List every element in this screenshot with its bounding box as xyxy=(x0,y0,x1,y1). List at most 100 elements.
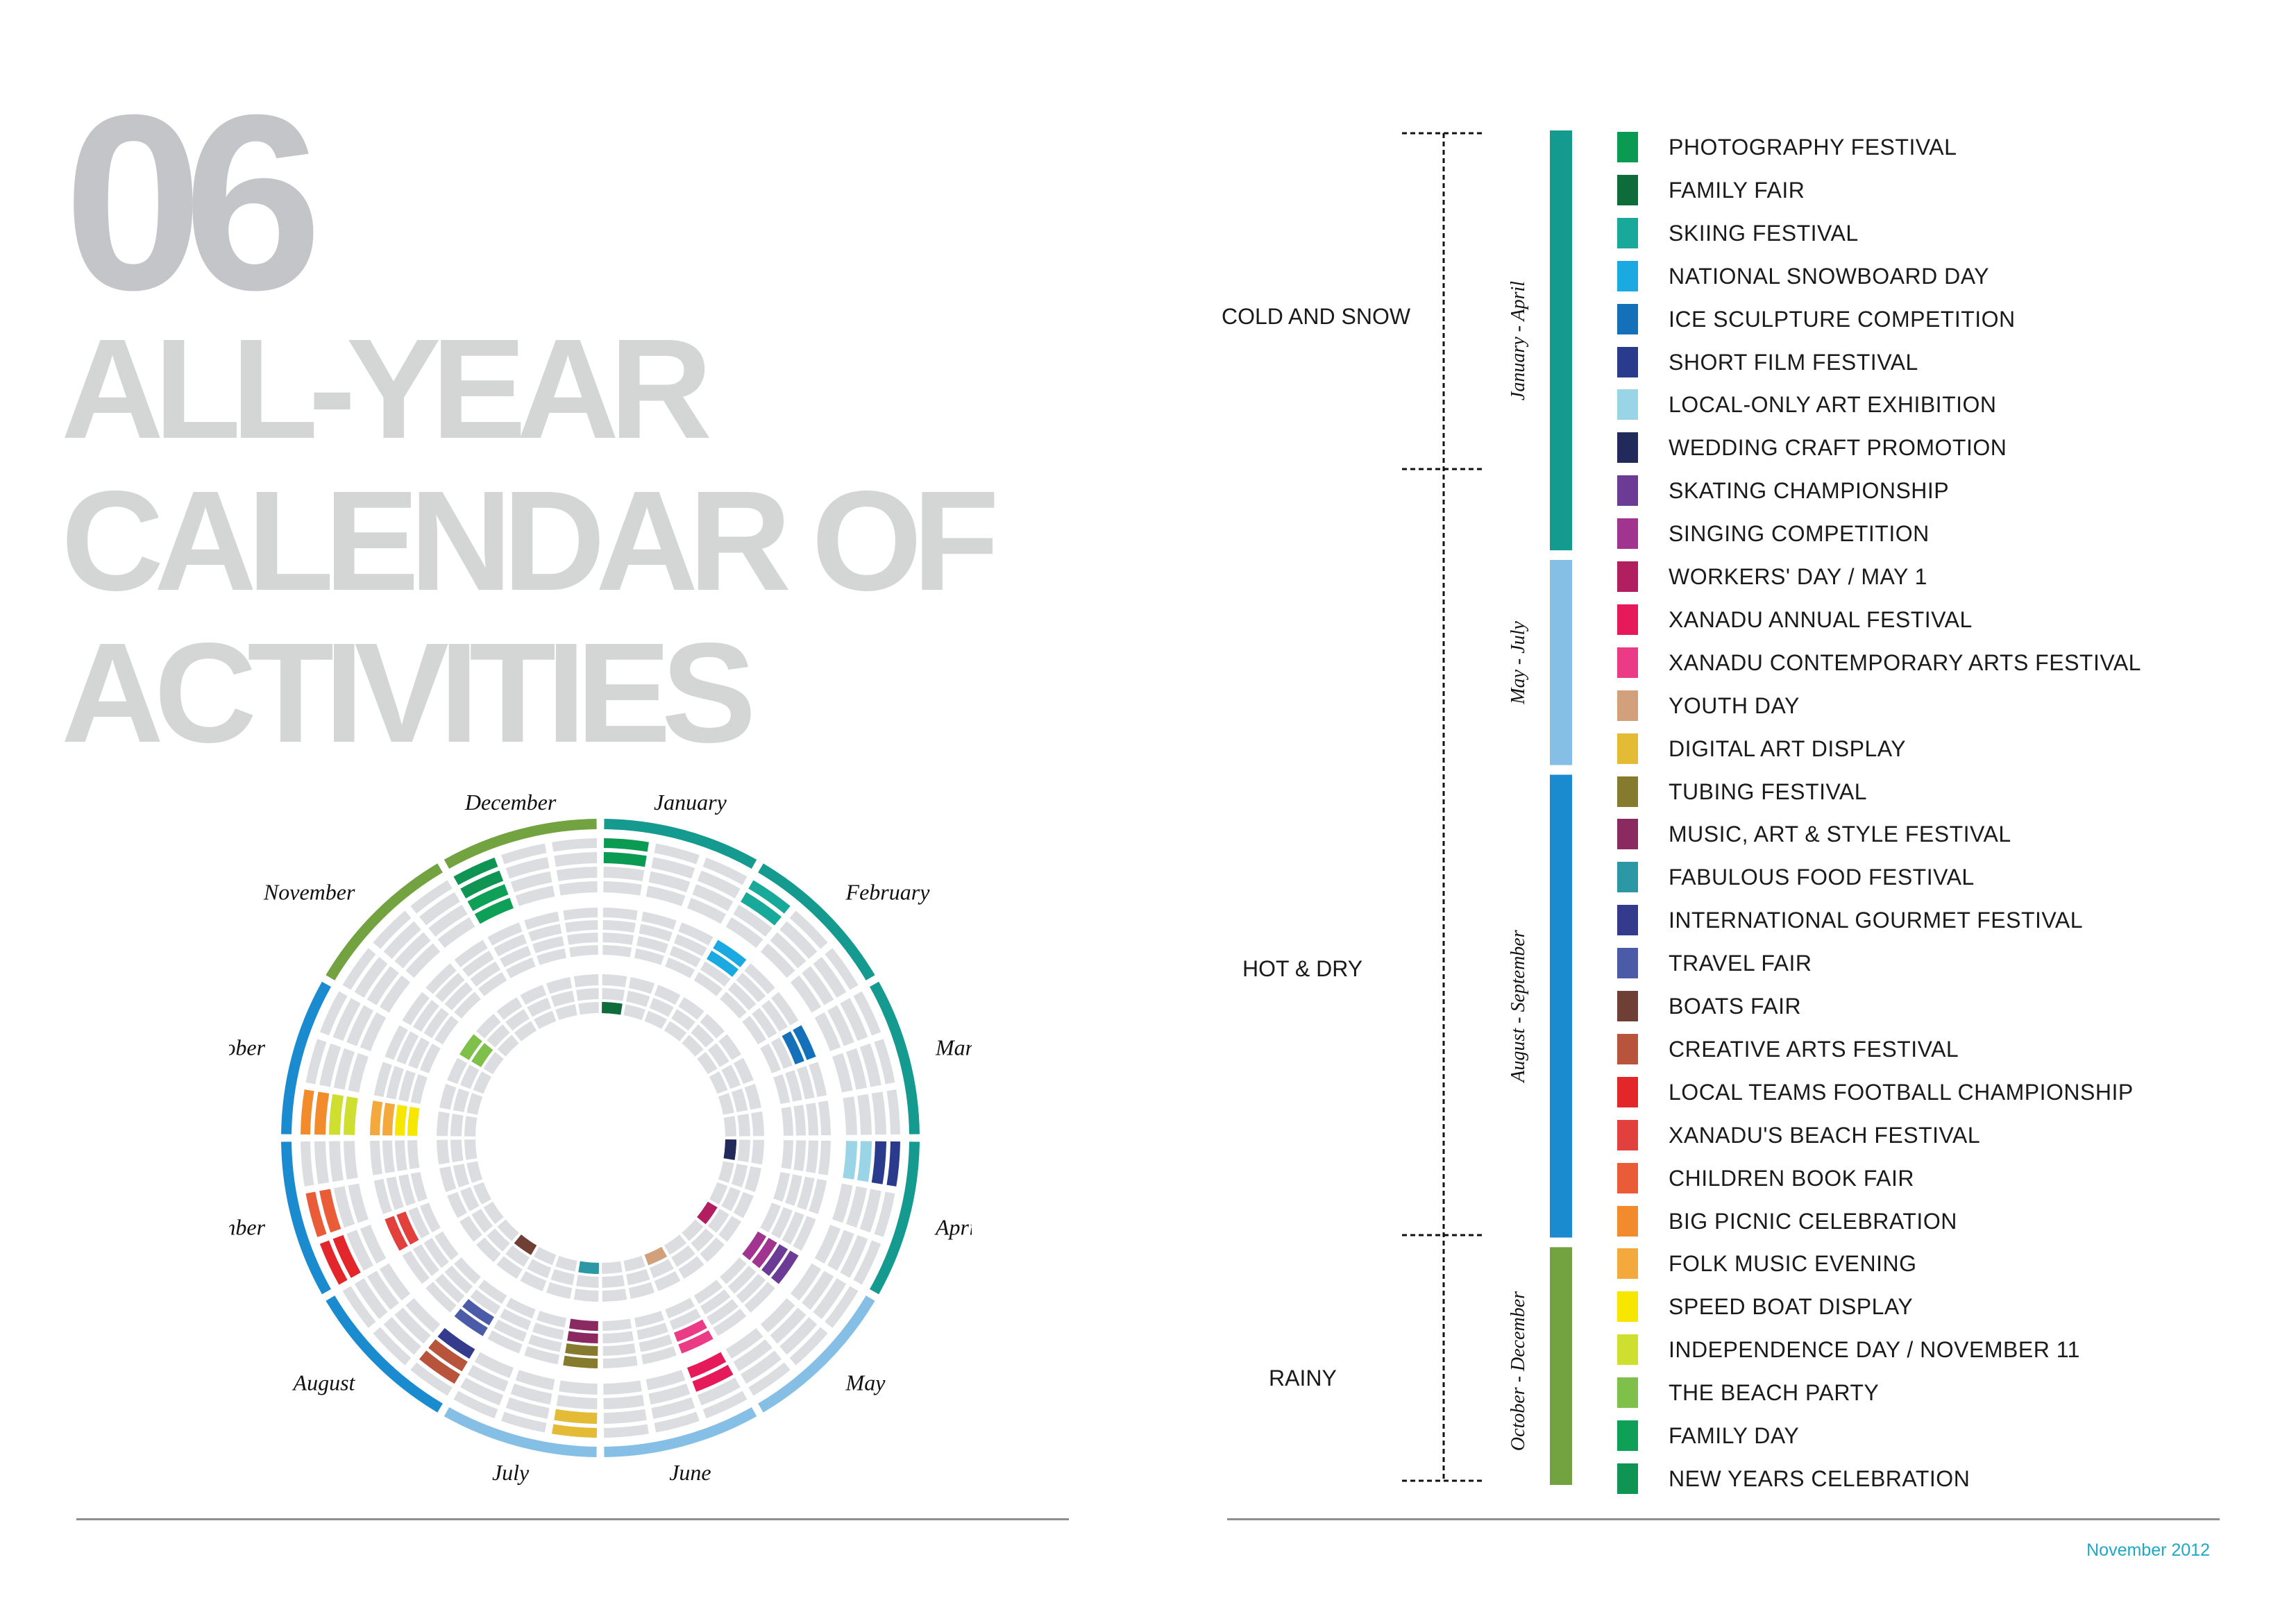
legend-swatch xyxy=(1617,1033,1638,1064)
grid-cell xyxy=(700,1014,725,1039)
grid-cell xyxy=(644,1010,667,1030)
activity-mark xyxy=(697,1201,718,1225)
grid-cell xyxy=(487,1330,523,1354)
grid-cell xyxy=(496,997,523,1020)
activity-mark xyxy=(871,1141,886,1184)
grid-cell xyxy=(398,1070,416,1102)
grid-cell xyxy=(874,1191,895,1237)
legend-swatch xyxy=(1617,260,1638,291)
grid-cell xyxy=(748,1362,791,1396)
grid-cell xyxy=(473,1071,492,1094)
grid-cell xyxy=(602,988,625,1001)
grid-cell xyxy=(348,1183,369,1223)
legend-label: FAMILY DAY xyxy=(1669,1423,1800,1448)
grid-cell xyxy=(669,946,701,968)
grid-cell xyxy=(373,910,412,949)
legend-swatch xyxy=(1617,346,1638,377)
grid-cell xyxy=(444,1265,473,1294)
grid-cell xyxy=(439,1166,457,1193)
legend-swatch xyxy=(1617,132,1638,162)
grid-cell xyxy=(395,1140,407,1171)
activity-mark xyxy=(382,1103,395,1136)
grid-cell xyxy=(654,985,681,1005)
activity-mark xyxy=(603,852,647,867)
activity-mark xyxy=(843,1141,857,1180)
grid-cell xyxy=(602,1275,625,1288)
activity-mark xyxy=(370,1101,383,1136)
grid-cell xyxy=(408,1207,430,1239)
grid-cell xyxy=(412,1000,439,1032)
grid-cell xyxy=(520,985,547,1005)
grid-cell xyxy=(691,1024,714,1048)
grid-cell xyxy=(845,1048,868,1090)
grid-cell xyxy=(832,1053,853,1093)
grid-cell xyxy=(802,966,834,1005)
grid-cell xyxy=(532,1323,564,1340)
grid-cell xyxy=(641,1346,677,1365)
grid-cell xyxy=(664,1021,687,1042)
grid-cell xyxy=(736,1273,766,1304)
grid-cell xyxy=(386,1066,404,1100)
grid-cell xyxy=(809,1178,827,1214)
grid-cell xyxy=(825,948,859,990)
grid-cell xyxy=(478,971,507,996)
grid-cell xyxy=(462,950,494,977)
grid-cell xyxy=(809,1062,827,1098)
grid-cell xyxy=(760,943,795,978)
grid-cell xyxy=(534,1010,557,1030)
activity-mark xyxy=(419,1350,460,1384)
grid-cell xyxy=(366,1271,399,1310)
grid-cell xyxy=(727,982,757,1011)
grid-cell xyxy=(628,1282,655,1299)
grid-cell xyxy=(813,1278,847,1320)
legend-label: FOLK MUSIC EVENING xyxy=(1669,1251,1917,1277)
activity-mark xyxy=(569,1318,598,1331)
legend-swatch xyxy=(1617,1334,1638,1366)
activity-mark xyxy=(319,1189,341,1233)
month-ring-segment xyxy=(870,981,920,1135)
grid-cell xyxy=(825,1286,859,1328)
grid-cell xyxy=(718,1161,734,1183)
grid-cell xyxy=(342,948,376,990)
legend-label: INTERNATIONAL GOURMET FESTIVAL xyxy=(1669,908,2083,933)
grid-cell xyxy=(790,975,822,1013)
grid-cell xyxy=(602,1343,636,1356)
grid-cell xyxy=(742,1015,767,1045)
grid-cell xyxy=(453,1088,470,1112)
grid-cell xyxy=(423,1008,449,1039)
grid-cell xyxy=(790,1263,822,1301)
grid-cell xyxy=(332,998,361,1042)
grid-cell xyxy=(731,1164,748,1188)
grid-cell xyxy=(832,1183,853,1223)
grid-cell xyxy=(859,1189,881,1233)
grid-cell xyxy=(460,1377,504,1406)
grid-cell xyxy=(602,908,638,921)
grid-cell xyxy=(827,1005,854,1046)
grid-cell xyxy=(354,956,388,998)
grid-cell xyxy=(741,1350,782,1384)
grid-cell xyxy=(450,1114,464,1137)
legend-label: SHORT FILM FESTIVAL xyxy=(1669,349,1918,375)
range-bar xyxy=(1550,560,1572,765)
grid-cell xyxy=(394,1307,431,1344)
grid-cell xyxy=(402,1250,430,1284)
grid-cell xyxy=(733,904,773,937)
activity-mark xyxy=(673,1319,707,1342)
grid-cell xyxy=(651,857,695,879)
grid-cell xyxy=(773,1171,791,1202)
grid-cell xyxy=(567,933,598,945)
legend-label: NEW YEARS CELEBRATION xyxy=(1669,1465,1970,1491)
grid-cell xyxy=(693,1280,723,1305)
month-ring-segment xyxy=(870,1141,920,1295)
grid-cell xyxy=(654,1411,700,1433)
grid-cell xyxy=(678,1256,704,1279)
grid-cell xyxy=(752,1008,777,1039)
grid-cell xyxy=(818,1140,831,1175)
grid-cell xyxy=(781,1140,793,1169)
activity-mark xyxy=(514,1234,537,1255)
grid-cell xyxy=(603,1395,645,1409)
grid-cell xyxy=(700,1237,725,1262)
grid-cell xyxy=(702,857,748,885)
legend-swatch xyxy=(1617,862,1638,893)
